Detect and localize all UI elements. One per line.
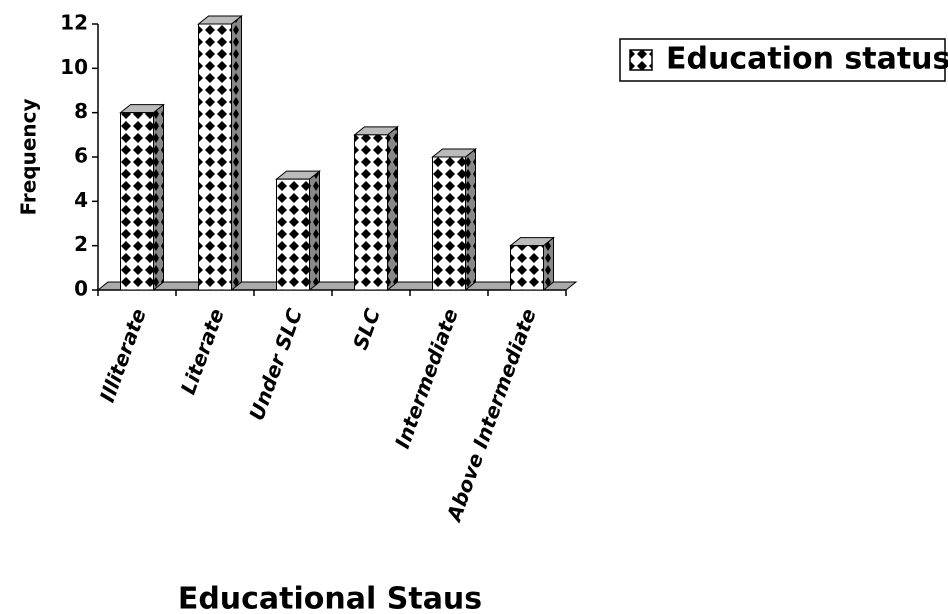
x-tick-label: Literate <box>176 305 229 397</box>
y-tick-label: 0 <box>74 277 88 301</box>
y-tick-label: 10 <box>60 55 88 79</box>
y-tick-label: 2 <box>74 232 88 256</box>
legend-swatch <box>629 49 653 71</box>
bar <box>432 156 466 291</box>
bar <box>120 112 154 291</box>
bar-side <box>465 147 476 292</box>
bar <box>276 178 310 291</box>
bar-side <box>309 170 320 292</box>
x-axis-label: Educational Staus <box>178 582 482 614</box>
x-tick-label: Illiterate <box>95 305 151 405</box>
legend-label: Education status <box>666 42 948 77</box>
bar <box>198 23 232 291</box>
bar-side <box>387 125 398 292</box>
x-tick-label: Above Intermediate <box>441 305 541 526</box>
x-tick-label: Under SLC <box>244 305 307 423</box>
legend-box <box>619 38 946 82</box>
y-axis-label: Frequency <box>17 98 41 215</box>
bar <box>354 134 388 291</box>
y-tick-label: 4 <box>74 188 88 212</box>
y-tick-label: 12 <box>60 11 88 35</box>
bar-side <box>153 103 164 292</box>
x-tick-label: SLC <box>348 305 385 353</box>
bar <box>510 245 544 291</box>
y-tick-label: 6 <box>74 144 88 168</box>
x-tick-label: Intermediate <box>390 305 463 451</box>
bar-side <box>231 14 242 292</box>
y-tick-label: 8 <box>74 99 88 123</box>
floor <box>96 281 578 291</box>
bar-side <box>543 236 554 292</box>
